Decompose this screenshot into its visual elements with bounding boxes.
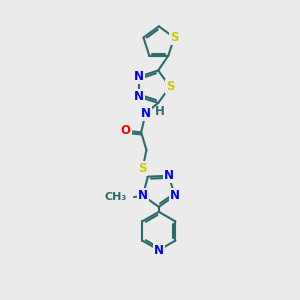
Text: N: N bbox=[164, 169, 174, 182]
Text: N: N bbox=[134, 70, 144, 83]
Text: S: S bbox=[138, 162, 147, 175]
Text: N: N bbox=[138, 189, 148, 202]
Text: O: O bbox=[121, 124, 131, 137]
Text: N: N bbox=[141, 107, 151, 120]
Text: N: N bbox=[170, 189, 180, 202]
Text: N: N bbox=[134, 90, 144, 103]
Text: CH₃: CH₃ bbox=[104, 192, 127, 202]
Text: H: H bbox=[155, 105, 165, 118]
Text: N: N bbox=[154, 244, 164, 256]
Text: S: S bbox=[166, 80, 174, 93]
Text: S: S bbox=[170, 31, 178, 44]
